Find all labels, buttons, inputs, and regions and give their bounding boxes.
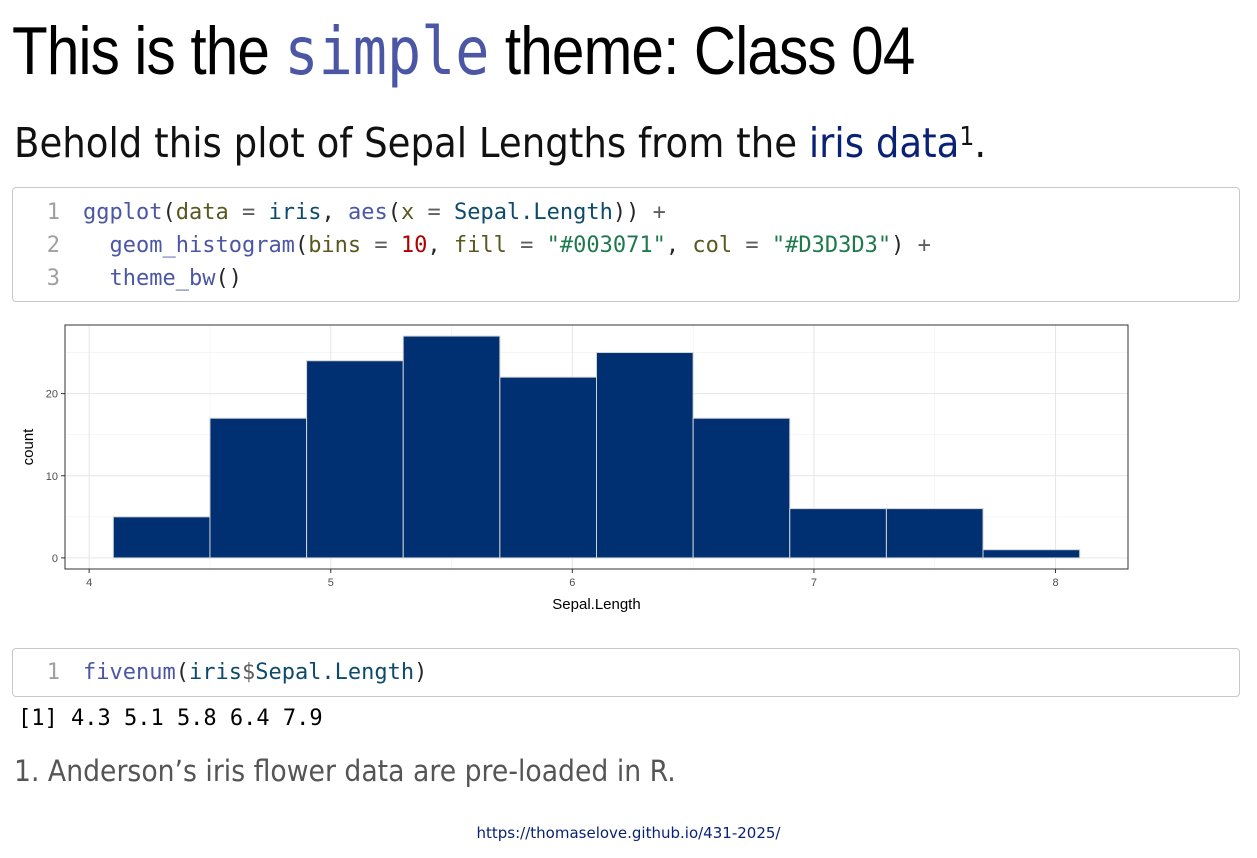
footer-url[interactable]: https://thomaselove.github.io/431-2025/ <box>476 824 781 842</box>
y-tick-label: 0 <box>52 553 58 565</box>
sepal-length-histogram: 4 5 6 7 8 0 10 20 Sepal.Length count <box>20 324 1129 613</box>
footnote: 1. Anderson’s iris flower data are pre-l… <box>14 754 676 788</box>
code-text: geom_histogram(bins = 10, fill = "#00307… <box>109 233 931 258</box>
line-number: 2 <box>46 233 60 258</box>
histogram-bar <box>789 508 887 559</box>
intro-sentence: Behold this plot of Sepal Lengths from t… <box>14 119 987 167</box>
histogram-bar <box>306 360 404 559</box>
title-code-word: simple <box>284 13 490 90</box>
code-output: [1] 4.3 5.1 5.8 6.4 7.9 <box>18 706 323 731</box>
histogram-bar <box>499 376 598 559</box>
y-tick-label: 20 <box>46 389 58 401</box>
code-line: 1 fivenum(iris$Sepal.Length) <box>13 656 428 689</box>
line-number: 1 <box>46 200 60 225</box>
line-number: 3 <box>46 266 60 291</box>
histogram-bar <box>596 352 694 559</box>
line-number: 1 <box>46 660 60 685</box>
code-line: 2 geom_histogram(bins = 10, fill = "#003… <box>13 229 931 262</box>
footnote-ref[interactable]: 1 <box>959 122 975 152</box>
histogram-bar <box>209 417 308 559</box>
x-axis-title: Sepal.Length <box>552 596 640 613</box>
y-tick-label: 10 <box>46 471 58 483</box>
x-tick-label: 7 <box>811 577 817 589</box>
x-tick-label: 8 <box>1052 577 1058 589</box>
iris-data-link[interactable]: iris data <box>808 119 960 167</box>
x-tick-label: 5 <box>328 577 334 589</box>
code-text: fivenum(iris$Sepal.Length) <box>83 660 428 685</box>
plot-panel-border <box>64 324 1129 570</box>
code-line: 1 ggplot(data = iris, aes(x = Sepal.Lengt… <box>13 196 666 229</box>
code-block-fivenum: 1 fivenum(iris$Sepal.Length) <box>12 648 1240 697</box>
histogram-bar <box>692 417 791 559</box>
code-text: ggplot(data = iris, aes(x = Sepal.Length… <box>83 200 666 225</box>
x-tick-label: 4 <box>86 577 92 589</box>
histogram-bar <box>402 335 501 559</box>
histogram-bar <box>885 508 984 559</box>
histogram-bar <box>982 549 1081 559</box>
x-tick-label: 6 <box>569 577 575 589</box>
page-title: This is the simple theme: Class 04 <box>12 13 915 90</box>
code-block-ggplot: 1 ggplot(data = iris, aes(x = Sepal.Lengt… <box>12 187 1240 302</box>
histogram-bar <box>112 516 211 559</box>
y-axis-title: count <box>20 428 37 466</box>
code-line: 3 theme_bw() <box>13 262 242 295</box>
code-text: theme_bw() <box>109 266 242 291</box>
